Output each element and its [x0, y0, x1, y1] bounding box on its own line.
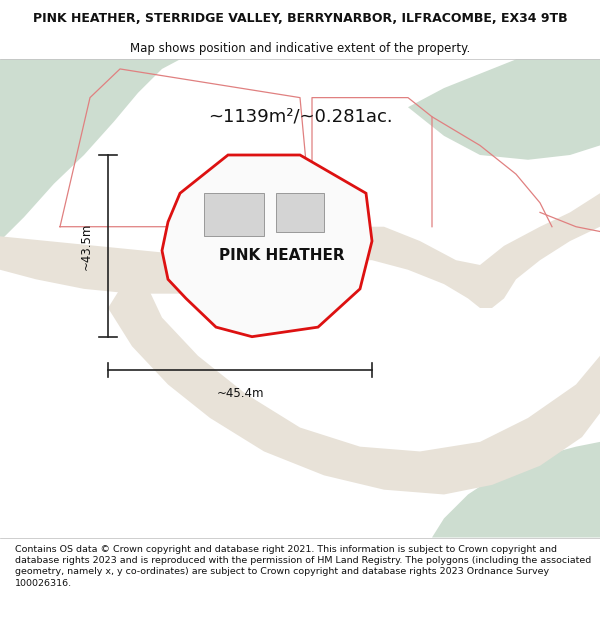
Polygon shape	[276, 193, 324, 231]
Polygon shape	[0, 193, 600, 308]
Polygon shape	[408, 59, 600, 160]
Text: ~43.5m: ~43.5m	[80, 222, 93, 269]
Polygon shape	[0, 59, 180, 241]
Text: PINK HEATHER, STERRIDGE VALLEY, BERRYNARBOR, ILFRACOMBE, EX34 9TB: PINK HEATHER, STERRIDGE VALLEY, BERRYNAR…	[32, 12, 568, 25]
Polygon shape	[204, 193, 264, 236]
Text: ~1139m²/~0.281ac.: ~1139m²/~0.281ac.	[208, 107, 392, 126]
Polygon shape	[108, 270, 600, 494]
Text: PINK HEATHER: PINK HEATHER	[219, 248, 345, 263]
Polygon shape	[162, 155, 372, 337]
Text: Contains OS data © Crown copyright and database right 2021. This information is : Contains OS data © Crown copyright and d…	[15, 544, 591, 588]
Text: ~45.4m: ~45.4m	[216, 387, 264, 400]
Text: Map shows position and indicative extent of the property.: Map shows position and indicative extent…	[130, 41, 470, 54]
Polygon shape	[432, 442, 600, 538]
